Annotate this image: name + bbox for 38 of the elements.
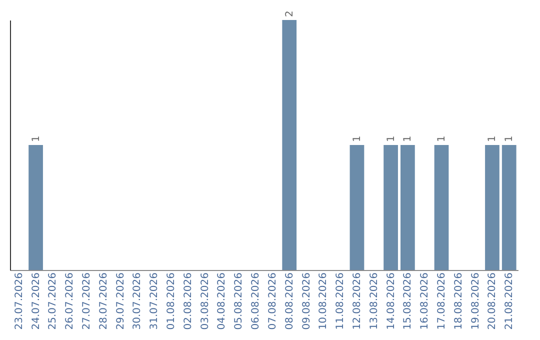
- data-label: 1: [504, 136, 516, 142]
- x-tick-label: 13.08.2026: [368, 272, 380, 330]
- x-tick-label: 21.08.2026: [504, 272, 516, 330]
- data-label: 1: [386, 136, 397, 142]
- x-tick-label: 15.08.2026: [402, 272, 414, 330]
- x-tick-label: 23.07.2026: [14, 272, 25, 330]
- x-tick-label: 16.08.2026: [420, 272, 431, 330]
- x-tick-label: 27.07.2026: [81, 272, 92, 330]
- x-tick-label: 17.08.2026: [436, 272, 448, 330]
- data-label: 2: [284, 10, 296, 17]
- x-tick-label: 26.07.2026: [64, 272, 76, 330]
- x-tick-label: 01.08.2026: [166, 272, 178, 330]
- x-tick-label: 18.08.2026: [453, 272, 464, 330]
- x-tick-label: 19.08.2026: [470, 272, 482, 330]
- x-tick-label: 08.08.2026: [284, 272, 296, 330]
- x-tick-label: 12.08.2026: [352, 272, 363, 330]
- x-tick-label: 10.08.2026: [318, 272, 330, 330]
- x-tick-label: 09.08.2026: [301, 272, 312, 330]
- x-tick-label: 07.08.2026: [267, 272, 278, 330]
- data-label: 1: [30, 136, 42, 142]
- x-tick-label: 06.08.2026: [250, 272, 262, 330]
- x-tick-label: 20.08.2026: [487, 272, 498, 330]
- x-tick-label: 11.08.2026: [335, 272, 346, 330]
- x-tick-label: 04.08.2026: [216, 272, 228, 330]
- x-tick-label: 28.07.2026: [98, 272, 110, 330]
- x-tick-label: 14.08.2026: [386, 272, 397, 330]
- data-label: 1: [402, 136, 414, 142]
- x-tick-label: 31.07.2026: [149, 272, 160, 330]
- x-tick-label: 24.07.2026: [30, 272, 42, 330]
- data-label: 1: [487, 136, 498, 142]
- x-tick-label: 30.07.2026: [132, 272, 144, 330]
- data-label: 1: [436, 136, 448, 142]
- data-label: 1: [352, 136, 363, 142]
- x-tick-label: 25.07.2026: [48, 272, 59, 330]
- x-tick-label: 02.08.2026: [182, 272, 194, 330]
- x-tick-label: 29.07.2026: [115, 272, 126, 330]
- x-tick-label: 05.08.2026: [234, 272, 245, 330]
- x-tick-label: 03.08.2026: [200, 272, 211, 330]
